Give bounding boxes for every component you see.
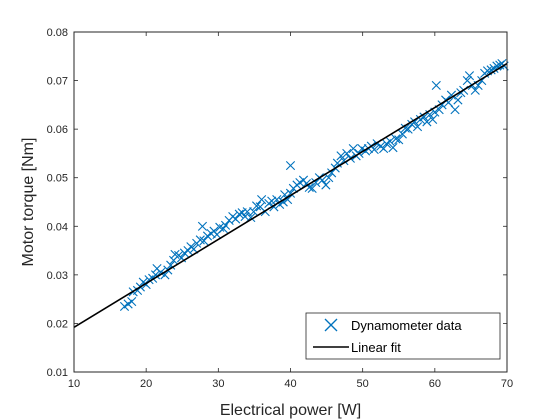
data-point [391,134,401,144]
y-tick-label: 0.04 [47,221,68,233]
x-tick-label: 70 [501,378,513,390]
data-point [446,90,457,100]
data-point [327,168,337,178]
data-point [397,129,407,139]
data-point [348,143,358,154]
y-tick-label: 0.02 [47,318,68,330]
data-point [342,148,352,159]
data-point [267,196,277,206]
data-point [257,194,267,205]
legend-label-linear-fit: Linear fit [351,340,401,355]
data-point [336,151,346,161]
data-point [278,197,288,207]
data-point [197,221,208,231]
x-tick-label: 20 [140,378,152,390]
y-tick-label: 0.01 [47,367,68,379]
legend: Dynamometer data Linear fit [305,312,501,360]
y-tick-label: 0.03 [47,270,68,282]
data-point [285,188,296,198]
x-tick-label: 40 [284,378,296,390]
x-tick-label: 60 [429,378,441,390]
linear-fit-line [73,62,508,328]
data-point [246,212,256,223]
data-point [428,114,438,125]
data-point [199,236,209,246]
data-point [285,160,296,171]
y-tick-label: 0.06 [47,124,68,136]
data-point [464,71,475,81]
x-tick-label: 30 [212,378,224,390]
data-point [443,97,454,108]
data-point [379,143,389,154]
data-point [240,211,250,222]
data-point [251,201,262,211]
data-point [166,260,176,270]
data-point [195,235,205,245]
data-point [311,177,321,188]
x-tick-label: 50 [357,378,369,390]
data-point [394,135,404,145]
y-tick-label: 0.05 [47,173,68,185]
data-point [339,156,349,166]
data-point [307,183,317,193]
data-point [156,267,166,278]
data-point [422,117,432,127]
data-point [486,65,496,75]
legend-box [305,312,501,360]
legend-scatter-marker-icon [324,318,338,332]
data-point [324,173,334,183]
y-axis-label: Motor torque [Nm] [20,138,37,267]
data-point [419,112,429,122]
data-point [453,95,463,105]
legend-label-dynamometer-data: Dynamometer data [351,318,462,333]
data-point [170,249,180,260]
data-point [400,123,410,133]
y-tick-label: 0.08 [47,27,68,39]
data-point [183,245,193,256]
data-point [304,182,314,193]
data-point [242,207,252,217]
x-tick-label: 10 [68,378,80,390]
data-point [321,180,331,190]
y-axis-ticks: 0.01 0.02 0.03 0.04 0.05 0.06 0.07 0.08 [47,27,507,379]
x-axis-label: Electrical power [W] [220,402,361,419]
data-point [301,178,311,189]
x-axis-ticks: 10 20 30 40 50 60 70 [68,32,513,390]
data-point [388,143,398,153]
data-point [450,105,460,115]
data-point [127,296,137,307]
data-point [220,220,231,230]
data-point [234,209,244,219]
data-point [249,207,259,217]
data-point [431,80,441,91]
data-point [160,270,170,280]
data-point [412,122,423,132]
data-point [385,136,395,146]
data-point [283,194,293,205]
data-point [470,85,480,95]
y-tick-label: 0.07 [47,76,68,88]
